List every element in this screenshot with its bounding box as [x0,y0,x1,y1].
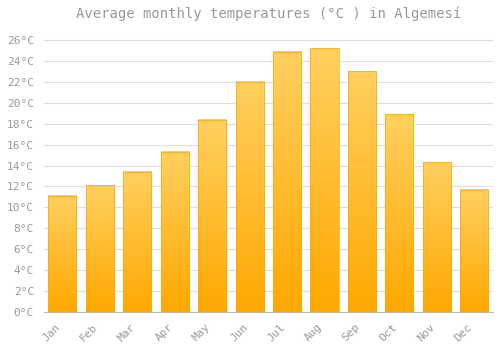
Bar [123,172,152,312]
Bar [386,114,413,312]
Bar [460,190,488,312]
Bar [423,162,451,312]
Bar [160,152,189,312]
Bar [86,186,114,312]
Bar [198,119,226,312]
Bar [198,119,226,312]
Bar [310,48,338,312]
Bar [460,190,488,312]
Bar [348,71,376,312]
Bar [348,71,376,312]
Bar [273,51,301,312]
Bar [48,196,76,312]
Bar [236,82,264,312]
Title: Average monthly temperatures (°C ) in Algemesí: Average monthly temperatures (°C ) in Al… [76,7,461,21]
Bar [123,172,152,312]
Bar [310,48,338,312]
Bar [160,152,189,312]
Bar [48,196,76,312]
Bar [386,114,413,312]
Bar [236,82,264,312]
Bar [273,51,301,312]
Bar [86,186,114,312]
Bar [423,162,451,312]
